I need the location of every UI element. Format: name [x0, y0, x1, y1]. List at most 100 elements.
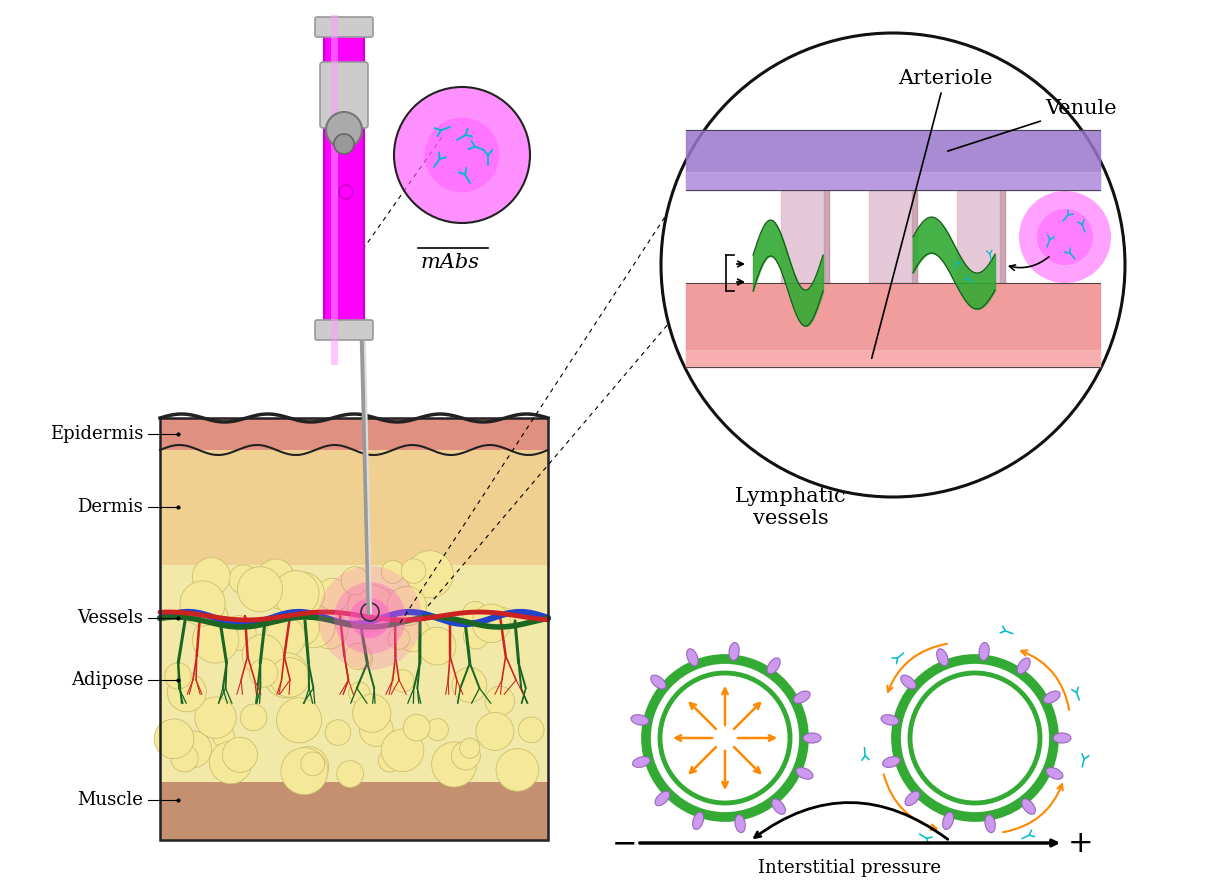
Circle shape: [280, 572, 324, 616]
Circle shape: [341, 567, 368, 594]
Circle shape: [382, 561, 404, 584]
Ellipse shape: [796, 767, 813, 779]
Ellipse shape: [687, 649, 698, 666]
Circle shape: [222, 615, 256, 650]
Circle shape: [1020, 191, 1111, 283]
Circle shape: [349, 682, 370, 703]
Circle shape: [404, 714, 430, 741]
Circle shape: [318, 566, 422, 670]
Text: Venule: Venule: [947, 99, 1116, 151]
Ellipse shape: [767, 658, 780, 674]
Text: Arteriole: Arteriole: [871, 69, 993, 358]
Circle shape: [223, 737, 257, 773]
Circle shape: [209, 741, 252, 784]
FancyBboxPatch shape: [315, 320, 373, 340]
Ellipse shape: [1053, 733, 1071, 743]
Circle shape: [345, 644, 371, 669]
Circle shape: [425, 117, 499, 192]
Circle shape: [472, 604, 510, 643]
Ellipse shape: [979, 643, 989, 660]
Circle shape: [388, 737, 421, 770]
Circle shape: [382, 729, 424, 772]
Circle shape: [269, 658, 310, 698]
Circle shape: [496, 749, 539, 791]
Circle shape: [263, 653, 310, 698]
Circle shape: [284, 610, 319, 645]
Circle shape: [387, 586, 426, 626]
Bar: [160, 418, 548, 840]
Circle shape: [348, 585, 394, 632]
Circle shape: [464, 623, 488, 649]
Circle shape: [242, 634, 283, 675]
Circle shape: [192, 557, 230, 595]
Ellipse shape: [901, 675, 916, 689]
Circle shape: [401, 559, 426, 584]
FancyBboxPatch shape: [324, 25, 364, 330]
Circle shape: [491, 608, 514, 631]
Ellipse shape: [772, 799, 786, 814]
Circle shape: [378, 750, 401, 772]
Ellipse shape: [883, 757, 900, 767]
FancyBboxPatch shape: [315, 17, 373, 37]
Text: Epidermis: Epidermis: [50, 425, 143, 443]
Circle shape: [291, 605, 335, 648]
Circle shape: [280, 748, 328, 795]
Circle shape: [334, 582, 406, 654]
Text: Muscle: Muscle: [77, 791, 143, 809]
Text: $+$: $+$: [1067, 828, 1091, 857]
Circle shape: [360, 713, 393, 746]
Ellipse shape: [1044, 691, 1060, 703]
Circle shape: [432, 742, 476, 787]
Circle shape: [175, 731, 212, 767]
Bar: [160, 782, 548, 840]
Text: Adipose: Adipose: [71, 671, 143, 689]
Circle shape: [485, 686, 514, 716]
Circle shape: [392, 669, 414, 692]
Ellipse shape: [942, 812, 953, 829]
Circle shape: [419, 627, 455, 665]
Circle shape: [350, 598, 390, 638]
Polygon shape: [335, 302, 353, 330]
Circle shape: [257, 559, 294, 596]
Circle shape: [382, 594, 404, 616]
Circle shape: [353, 648, 372, 668]
Circle shape: [240, 704, 267, 731]
Text: mAbs: mAbs: [421, 253, 480, 271]
Circle shape: [519, 717, 543, 743]
Circle shape: [237, 567, 283, 612]
Text: Dermis: Dermis: [77, 498, 143, 516]
Ellipse shape: [881, 714, 898, 725]
Circle shape: [263, 570, 302, 610]
Ellipse shape: [793, 691, 810, 703]
Circle shape: [195, 697, 236, 738]
Circle shape: [476, 713, 514, 751]
Circle shape: [452, 741, 480, 770]
Circle shape: [165, 663, 191, 689]
Ellipse shape: [905, 791, 919, 805]
Circle shape: [192, 616, 239, 663]
Circle shape: [301, 752, 324, 776]
Bar: [330, 15, 338, 365]
Ellipse shape: [655, 791, 670, 805]
Text: Interstitial pressure: Interstitial pressure: [759, 859, 941, 877]
Circle shape: [196, 601, 228, 633]
Circle shape: [395, 617, 431, 652]
Circle shape: [1037, 209, 1093, 265]
Ellipse shape: [985, 815, 995, 833]
Circle shape: [394, 87, 530, 223]
Ellipse shape: [730, 643, 739, 660]
Circle shape: [180, 581, 225, 626]
Circle shape: [264, 617, 306, 658]
Circle shape: [288, 746, 328, 787]
Text: Lymphatic
vessels: Lymphatic vessels: [736, 487, 847, 529]
Circle shape: [460, 738, 480, 758]
Text: Vessels: Vessels: [77, 609, 143, 627]
Circle shape: [334, 134, 354, 154]
Circle shape: [229, 565, 258, 594]
Circle shape: [250, 659, 278, 687]
Circle shape: [426, 719, 448, 741]
Circle shape: [337, 760, 364, 788]
Bar: [160, 418, 548, 450]
Ellipse shape: [651, 675, 666, 689]
FancyBboxPatch shape: [319, 62, 368, 128]
